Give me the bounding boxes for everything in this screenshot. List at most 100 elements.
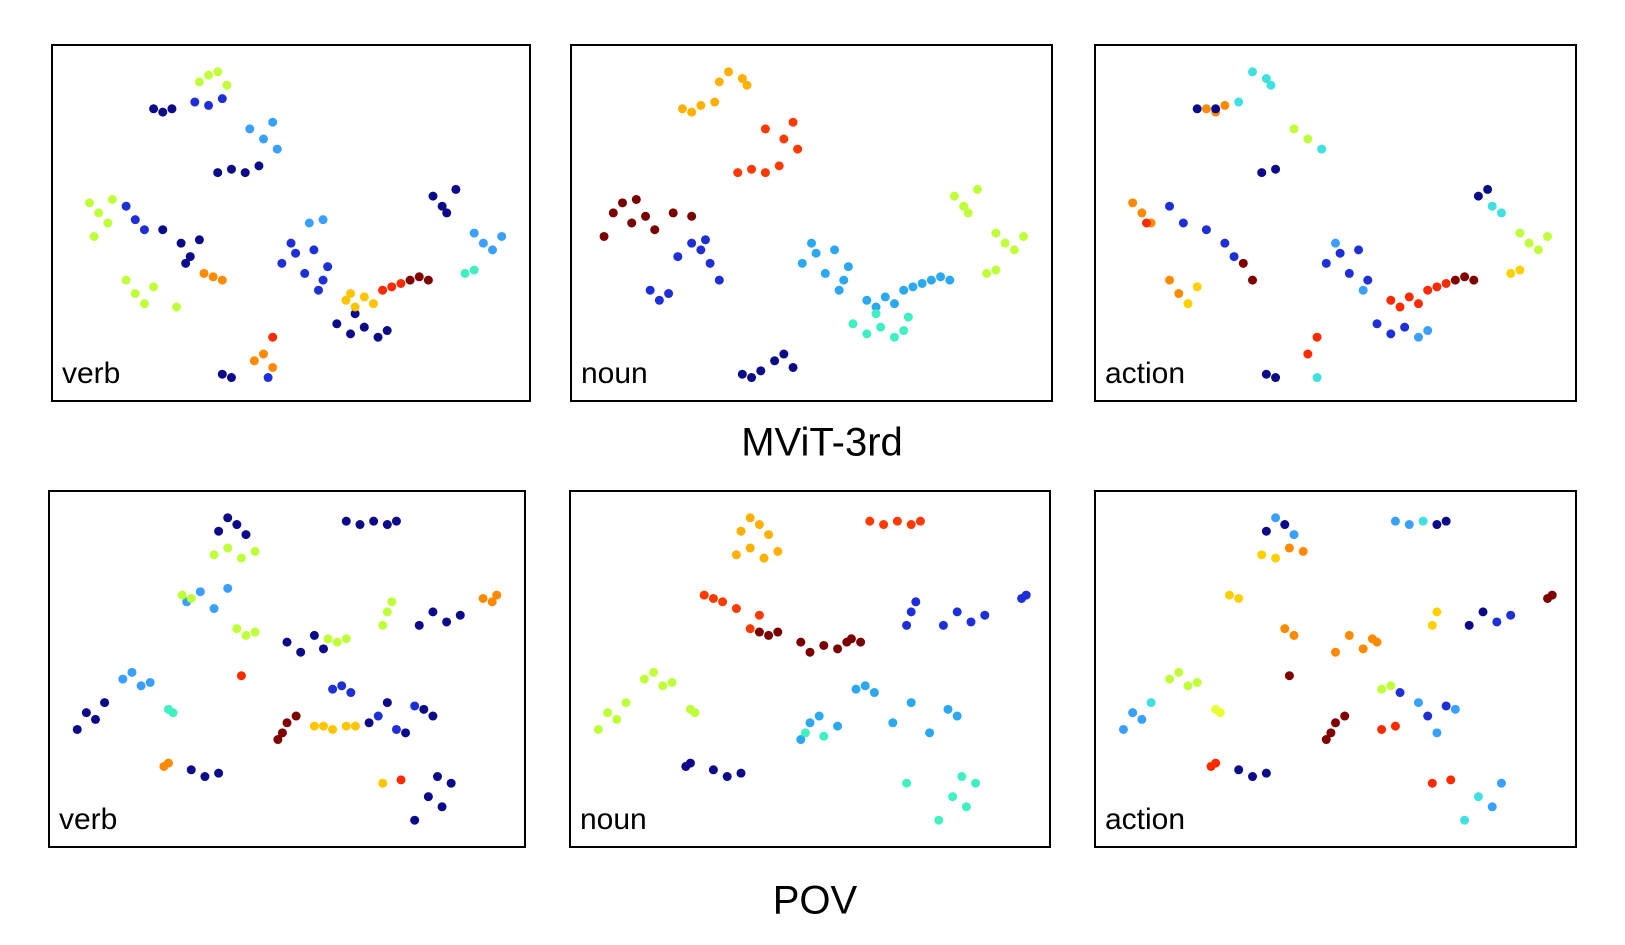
point — [971, 778, 981, 788]
point — [943, 704, 953, 714]
point — [687, 107, 697, 117]
point — [731, 604, 741, 614]
point — [1321, 258, 1331, 268]
point — [972, 184, 982, 194]
point — [1261, 369, 1271, 379]
point — [1427, 620, 1437, 630]
point — [1266, 80, 1276, 90]
point — [1515, 265, 1525, 275]
point — [139, 299, 149, 309]
point — [149, 104, 159, 114]
point — [332, 319, 342, 329]
point — [737, 74, 747, 84]
point — [902, 620, 912, 630]
point — [373, 711, 383, 721]
point — [839, 275, 849, 285]
point — [222, 80, 232, 90]
point — [833, 721, 843, 731]
point — [241, 630, 251, 640]
point — [1441, 278, 1451, 288]
point — [240, 168, 250, 178]
point — [736, 768, 746, 778]
point — [773, 546, 783, 556]
point — [1211, 758, 1221, 768]
point — [1441, 701, 1451, 711]
point — [1000, 238, 1010, 248]
point — [1271, 553, 1281, 563]
panel-label: verb — [59, 803, 117, 836]
point — [773, 627, 783, 637]
point — [871, 309, 881, 319]
point — [318, 215, 328, 225]
point — [373, 332, 383, 342]
point — [396, 775, 406, 785]
point — [991, 228, 1001, 238]
point — [631, 194, 641, 204]
point — [906, 607, 916, 617]
point — [820, 268, 830, 278]
point — [359, 292, 369, 302]
point — [214, 768, 224, 778]
point — [1506, 268, 1516, 278]
point — [1326, 728, 1336, 738]
point — [687, 211, 697, 221]
point — [754, 520, 764, 530]
point — [963, 208, 973, 218]
point — [1487, 201, 1497, 211]
point — [232, 520, 242, 530]
point — [952, 711, 962, 721]
point — [889, 332, 899, 342]
point — [1386, 295, 1396, 305]
point — [677, 104, 687, 114]
point — [906, 520, 916, 530]
point — [856, 637, 866, 647]
point — [250, 546, 260, 556]
point — [664, 289, 674, 299]
point — [1478, 607, 1488, 617]
point — [879, 520, 889, 530]
point — [1312, 332, 1322, 342]
point — [687, 238, 697, 248]
point — [1009, 245, 1019, 255]
point — [241, 530, 251, 540]
point — [1174, 289, 1184, 299]
point — [814, 711, 824, 721]
point — [899, 285, 909, 295]
point — [277, 728, 287, 738]
point — [1234, 97, 1244, 107]
point — [121, 275, 131, 285]
point — [1234, 593, 1244, 603]
point — [1165, 275, 1175, 285]
point — [1261, 526, 1271, 536]
point — [1248, 275, 1258, 285]
point — [811, 248, 821, 258]
point — [350, 309, 360, 319]
point — [708, 765, 718, 775]
point — [1464, 620, 1474, 630]
point — [641, 211, 651, 221]
point — [860, 681, 870, 691]
point — [1524, 238, 1534, 248]
point — [612, 714, 622, 724]
point — [793, 144, 803, 154]
point — [259, 134, 269, 144]
point — [369, 516, 379, 526]
point — [1496, 208, 1506, 218]
point — [158, 107, 168, 117]
point — [1192, 282, 1202, 292]
point — [208, 272, 218, 282]
point — [705, 258, 715, 268]
point — [880, 292, 890, 302]
point — [1506, 610, 1516, 620]
point — [121, 201, 131, 211]
point — [1386, 681, 1396, 691]
point — [423, 275, 433, 285]
point — [217, 369, 227, 379]
point — [747, 164, 757, 174]
point — [1229, 252, 1239, 262]
point — [145, 677, 155, 687]
point — [627, 218, 637, 228]
point — [621, 698, 631, 708]
point — [419, 704, 429, 714]
